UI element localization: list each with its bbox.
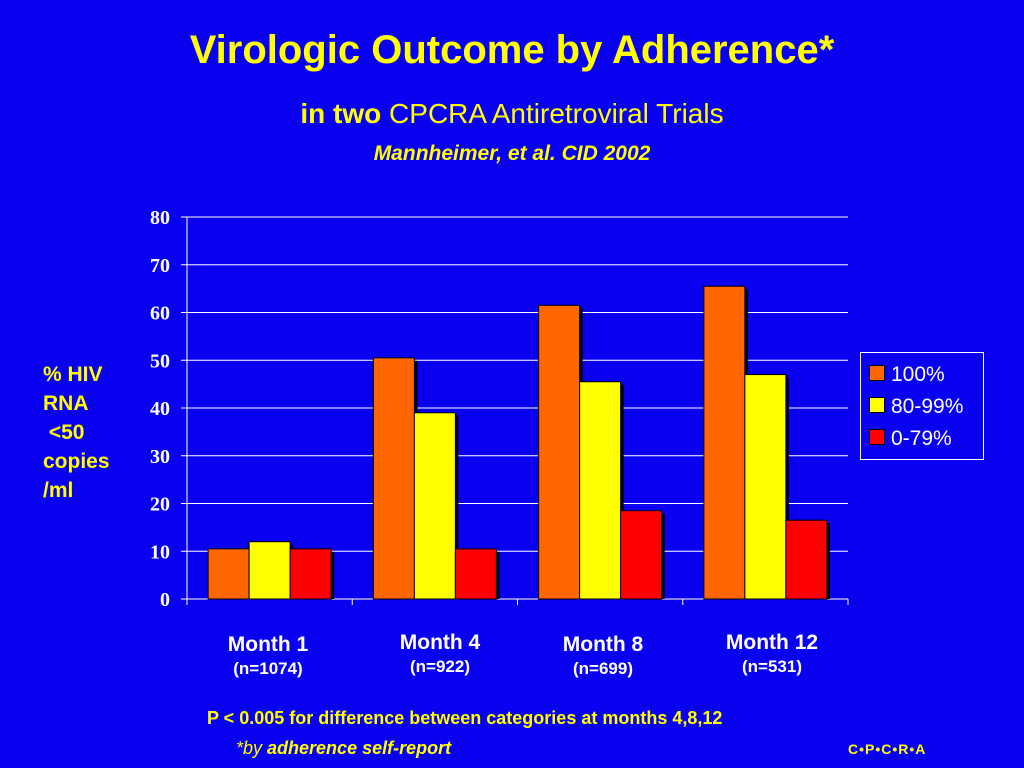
category-label-month-8: Month 8 (n=699) — [533, 633, 673, 681]
bar — [785, 519, 828, 600]
legend-label-100: 100% — [891, 363, 945, 386]
category-name: Month 1 — [227, 633, 309, 656]
page-title: Virologic Outcome by Adherence* — [189, 28, 835, 72]
category-name: Month 8 — [562, 633, 644, 656]
bar — [538, 304, 581, 600]
legend: 100% 80-99% 0-79% — [860, 352, 984, 460]
legend-item-80-99: 80-99% — [869, 395, 963, 419]
legend-label-80-99: 80-99% — [891, 395, 964, 418]
legend-item-100: 100% — [869, 363, 945, 387]
y-tick-label: 70 — [150, 255, 170, 277]
y-tick-label: 40 — [150, 398, 170, 420]
bar — [372, 357, 415, 600]
bar — [579, 381, 622, 600]
bar — [289, 548, 332, 600]
bar — [207, 548, 250, 600]
y-tick-label: 80 — [150, 207, 170, 229]
category-label-month-12: Month 12 (n=531) — [697, 631, 847, 679]
y-tick-label: 30 — [150, 446, 170, 468]
legend-swatch-0-79 — [869, 429, 885, 446]
category-label-month-1: Month 1 (n=1074) — [196, 633, 340, 681]
subtitle: in two CPCRA Antiretroviral Trials — [0, 98, 1024, 130]
y-tick-label: 60 — [150, 303, 170, 325]
legend-label-0-79: 0-79% — [891, 427, 952, 450]
cpcra-logo: C•P•C•R•A — [848, 741, 927, 757]
bar — [454, 548, 497, 600]
adherence-note-text: adherence self-report — [267, 738, 452, 758]
category-name: Month 12 — [725, 631, 819, 654]
category-note: (n=922) — [410, 657, 470, 676]
p-value-note: P < 0.005 for difference between categor… — [207, 708, 723, 728]
y-tick-label: 10 — [150, 541, 170, 563]
y-axis-label: % HIV RNA <50 copies /ml — [43, 363, 110, 502]
bar — [413, 412, 456, 600]
y-tick-label: 20 — [150, 494, 170, 516]
bar — [703, 285, 746, 600]
category-note: (n=1074) — [233, 659, 303, 678]
category-label-month-4: Month 4 (n=922) — [370, 631, 510, 679]
y-tick-label: 50 — [150, 350, 170, 372]
citation: Mannheimer, et al. CID 2002 — [373, 142, 651, 165]
legend-swatch-80-99 — [869, 397, 885, 414]
legend-swatch-100 — [869, 365, 885, 382]
category-name: Month 4 — [399, 631, 481, 654]
subtitle-bold: in two — [300, 98, 382, 129]
bar — [744, 374, 787, 600]
y-tick-label: 0 — [160, 589, 170, 611]
category-note: (n=699) — [573, 659, 633, 678]
adherence-note: *by adherence self-report — [236, 738, 451, 759]
bar — [248, 541, 291, 600]
adherence-note-prefix: *by — [236, 738, 268, 758]
bar — [620, 510, 663, 600]
category-note: (n=531) — [742, 657, 802, 676]
subtitle-rest: CPCRA Antiretroviral Trials — [381, 98, 724, 129]
legend-item-0-79: 0-79% — [869, 427, 952, 451]
